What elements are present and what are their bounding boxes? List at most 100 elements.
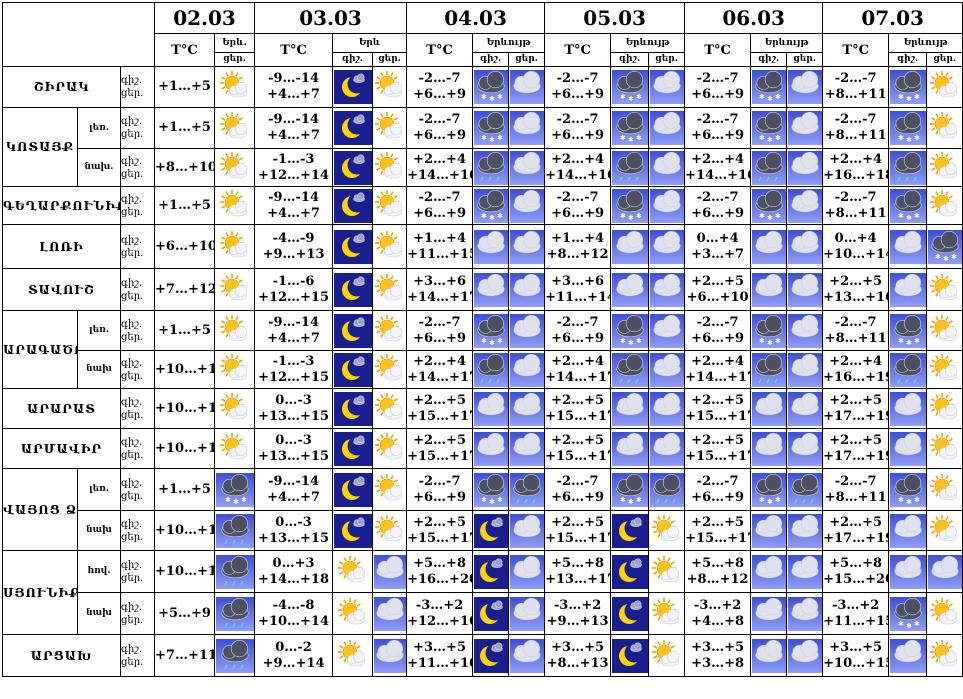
- cloud-icon: [509, 554, 544, 589]
- weather-icon-cell: ✱ ✱ ✱: [610, 186, 650, 225]
- phenomenon-header: Երևույթ: [750, 33, 824, 53]
- night-temp: +2…+5: [691, 432, 745, 448]
- svg-text:✱: ✱: [914, 496, 920, 504]
- temperature-cell: -4…-8 +10…+14: [254, 592, 334, 635]
- cloud-icon: [649, 272, 684, 307]
- svg-text:✱: ✱: [636, 93, 642, 101]
- snow-cloud-icon: ✱ ✱ ✱: [751, 188, 786, 223]
- svg-text:✱: ✱: [943, 255, 949, 263]
- snow-cloud-icon: ✱ ✱ ✱: [889, 313, 926, 348]
- svg-text:✱: ✱: [628, 498, 634, 506]
- cloud-icon: [473, 272, 508, 307]
- night-temp: +3…+5: [829, 639, 883, 655]
- weather-icon-cell: [648, 148, 686, 187]
- weather-icon-cell: [888, 550, 928, 593]
- night-temp: 0…+4: [834, 230, 877, 246]
- temperature-cell: -3…+2 +4…+8: [684, 592, 752, 635]
- weather-icon-cell: [648, 186, 686, 225]
- night-temp: +2…+4: [413, 151, 466, 167]
- temperature-cell: -3…+2 +11…+15: [822, 592, 890, 635]
- svg-text:✱: ✱: [898, 337, 904, 345]
- cloud-icon: [889, 431, 926, 466]
- temperature-cell: -2…-7 +6…+9: [406, 66, 474, 108]
- day-temp: +10…+14: [258, 613, 330, 629]
- snow-cloud-icon: ✱ ✱ ✱: [611, 111, 648, 145]
- cloud-icon: [787, 111, 822, 145]
- weather-icon-cell: [372, 107, 408, 149]
- weather-icon-cell: [372, 310, 408, 351]
- subregion-label: նախ.: [77, 148, 121, 187]
- svg-text:✱: ✱: [759, 337, 765, 345]
- temperature-cell: +5…+8 +8…+12: [684, 550, 752, 593]
- weather-icon-cell: ✱ ✱ ✱: [750, 468, 788, 511]
- svg-text:✱: ✱: [489, 214, 495, 222]
- day-temp: +15…+17: [545, 448, 611, 464]
- cloud-icon: [649, 352, 684, 387]
- temperature-cell: +5…+8 +15…+20: [822, 550, 890, 593]
- day-temp: +6…+9: [413, 128, 466, 143]
- weather-icon-cell: [926, 510, 963, 551]
- night-temp: +2…+5: [829, 392, 883, 408]
- temperature-cell: +6…+10: [154, 224, 216, 269]
- day-temp: +4…+7: [267, 489, 320, 505]
- weather-icon-cell: ✱ ✱ ✱: [610, 107, 650, 149]
- sun-cloud-icon: [374, 353, 406, 387]
- temperature-cell: -2…-7 +6…+9: [684, 310, 752, 351]
- day-temp: +6…+10: [686, 289, 749, 305]
- sun-cloud-icon: [216, 432, 254, 466]
- temperature-cell: -1…-3 +12…+15: [254, 350, 334, 389]
- region-name: ԱՐՑԱԽ: [2, 634, 121, 677]
- weather-icon-cell: [750, 634, 788, 677]
- temperature-cell: +2…+4 +14…+16: [544, 148, 612, 187]
- temperature-cell: +2…+5 +15…+17: [684, 388, 752, 429]
- night-temp: -2…-7: [834, 314, 877, 330]
- temperature-cell: +1…+5: [154, 66, 216, 108]
- temperature-cell: +1…+5: [154, 468, 216, 511]
- temperature-cell: -2…-7 +8…+11: [822, 468, 890, 511]
- moon-icon: [333, 313, 372, 348]
- night-subheader: գիշ.: [610, 52, 650, 67]
- temperature-cell: +2…+4 +14…+17: [544, 350, 612, 389]
- svg-text:✱: ✱: [898, 134, 904, 142]
- date-header: 02.03: [154, 2, 256, 34]
- temperature-cell: -2…-7 +6…+9: [544, 66, 612, 108]
- svg-text:✱: ✱: [914, 134, 920, 142]
- weather-icon-cell: [750, 148, 788, 187]
- weather-icon-cell: [926, 592, 963, 635]
- date-header: 06.03: [684, 2, 824, 34]
- sun-cloud-icon: [216, 189, 254, 223]
- cloud-icon: [751, 431, 786, 466]
- night-temp: -9…-14: [268, 314, 319, 330]
- snow-cloud-icon: ✱ ✱ ✱: [611, 70, 648, 104]
- weather-icon-cell: [472, 592, 510, 635]
- night-temp: 0…-3: [275, 392, 312, 408]
- weather-icon-cell: [508, 510, 546, 551]
- svg-text:✱: ✱: [628, 95, 634, 103]
- cloud-icon: [889, 638, 926, 673]
- weather-icon-cell: [472, 388, 510, 429]
- cloud-icon: [751, 272, 786, 307]
- temperature-cell: -2…-7 +6…+9: [684, 468, 752, 511]
- weather-icon-cell: ✱ ✱ ✱: [472, 107, 510, 149]
- night-temp: -2…-7: [696, 71, 739, 86]
- moon-icon: [333, 272, 372, 307]
- weather-icon-cell: [332, 107, 374, 149]
- day-temp: +8…+12: [546, 246, 609, 262]
- weather-icon-cell: [372, 510, 408, 551]
- weather-icon-cell: ✱ ✱ ✱: [214, 468, 256, 511]
- temperature-cell: +1…+4 +11…+15: [406, 224, 474, 269]
- svg-text:✱: ✱: [914, 93, 920, 101]
- night-temp: +3…+5: [691, 639, 745, 655]
- region-name: ԳԵՂԱՐՔՈՒՆԻՔ: [2, 186, 121, 225]
- svg-text:✱: ✱: [481, 496, 487, 504]
- temperature-cell: +2…+5 +15…+17: [544, 428, 612, 469]
- night-subheader: գիշ.: [750, 52, 788, 67]
- night-temp: -2…-7: [418, 473, 461, 489]
- table-row: ՇԻՐԱԿ գիշ. ցեր. +1…+5 -9…-14 +4…+7 -2…-7 +6…+9 ✱…: [2, 66, 963, 108]
- cloud-icon: [787, 272, 822, 307]
- subregion-label: լեռ.: [77, 468, 121, 511]
- weather-icon-cell: [214, 66, 256, 108]
- weather-icon-cell: [372, 148, 408, 187]
- weather-icon-cell: [214, 388, 256, 429]
- weather-icon-cell: [372, 388, 408, 429]
